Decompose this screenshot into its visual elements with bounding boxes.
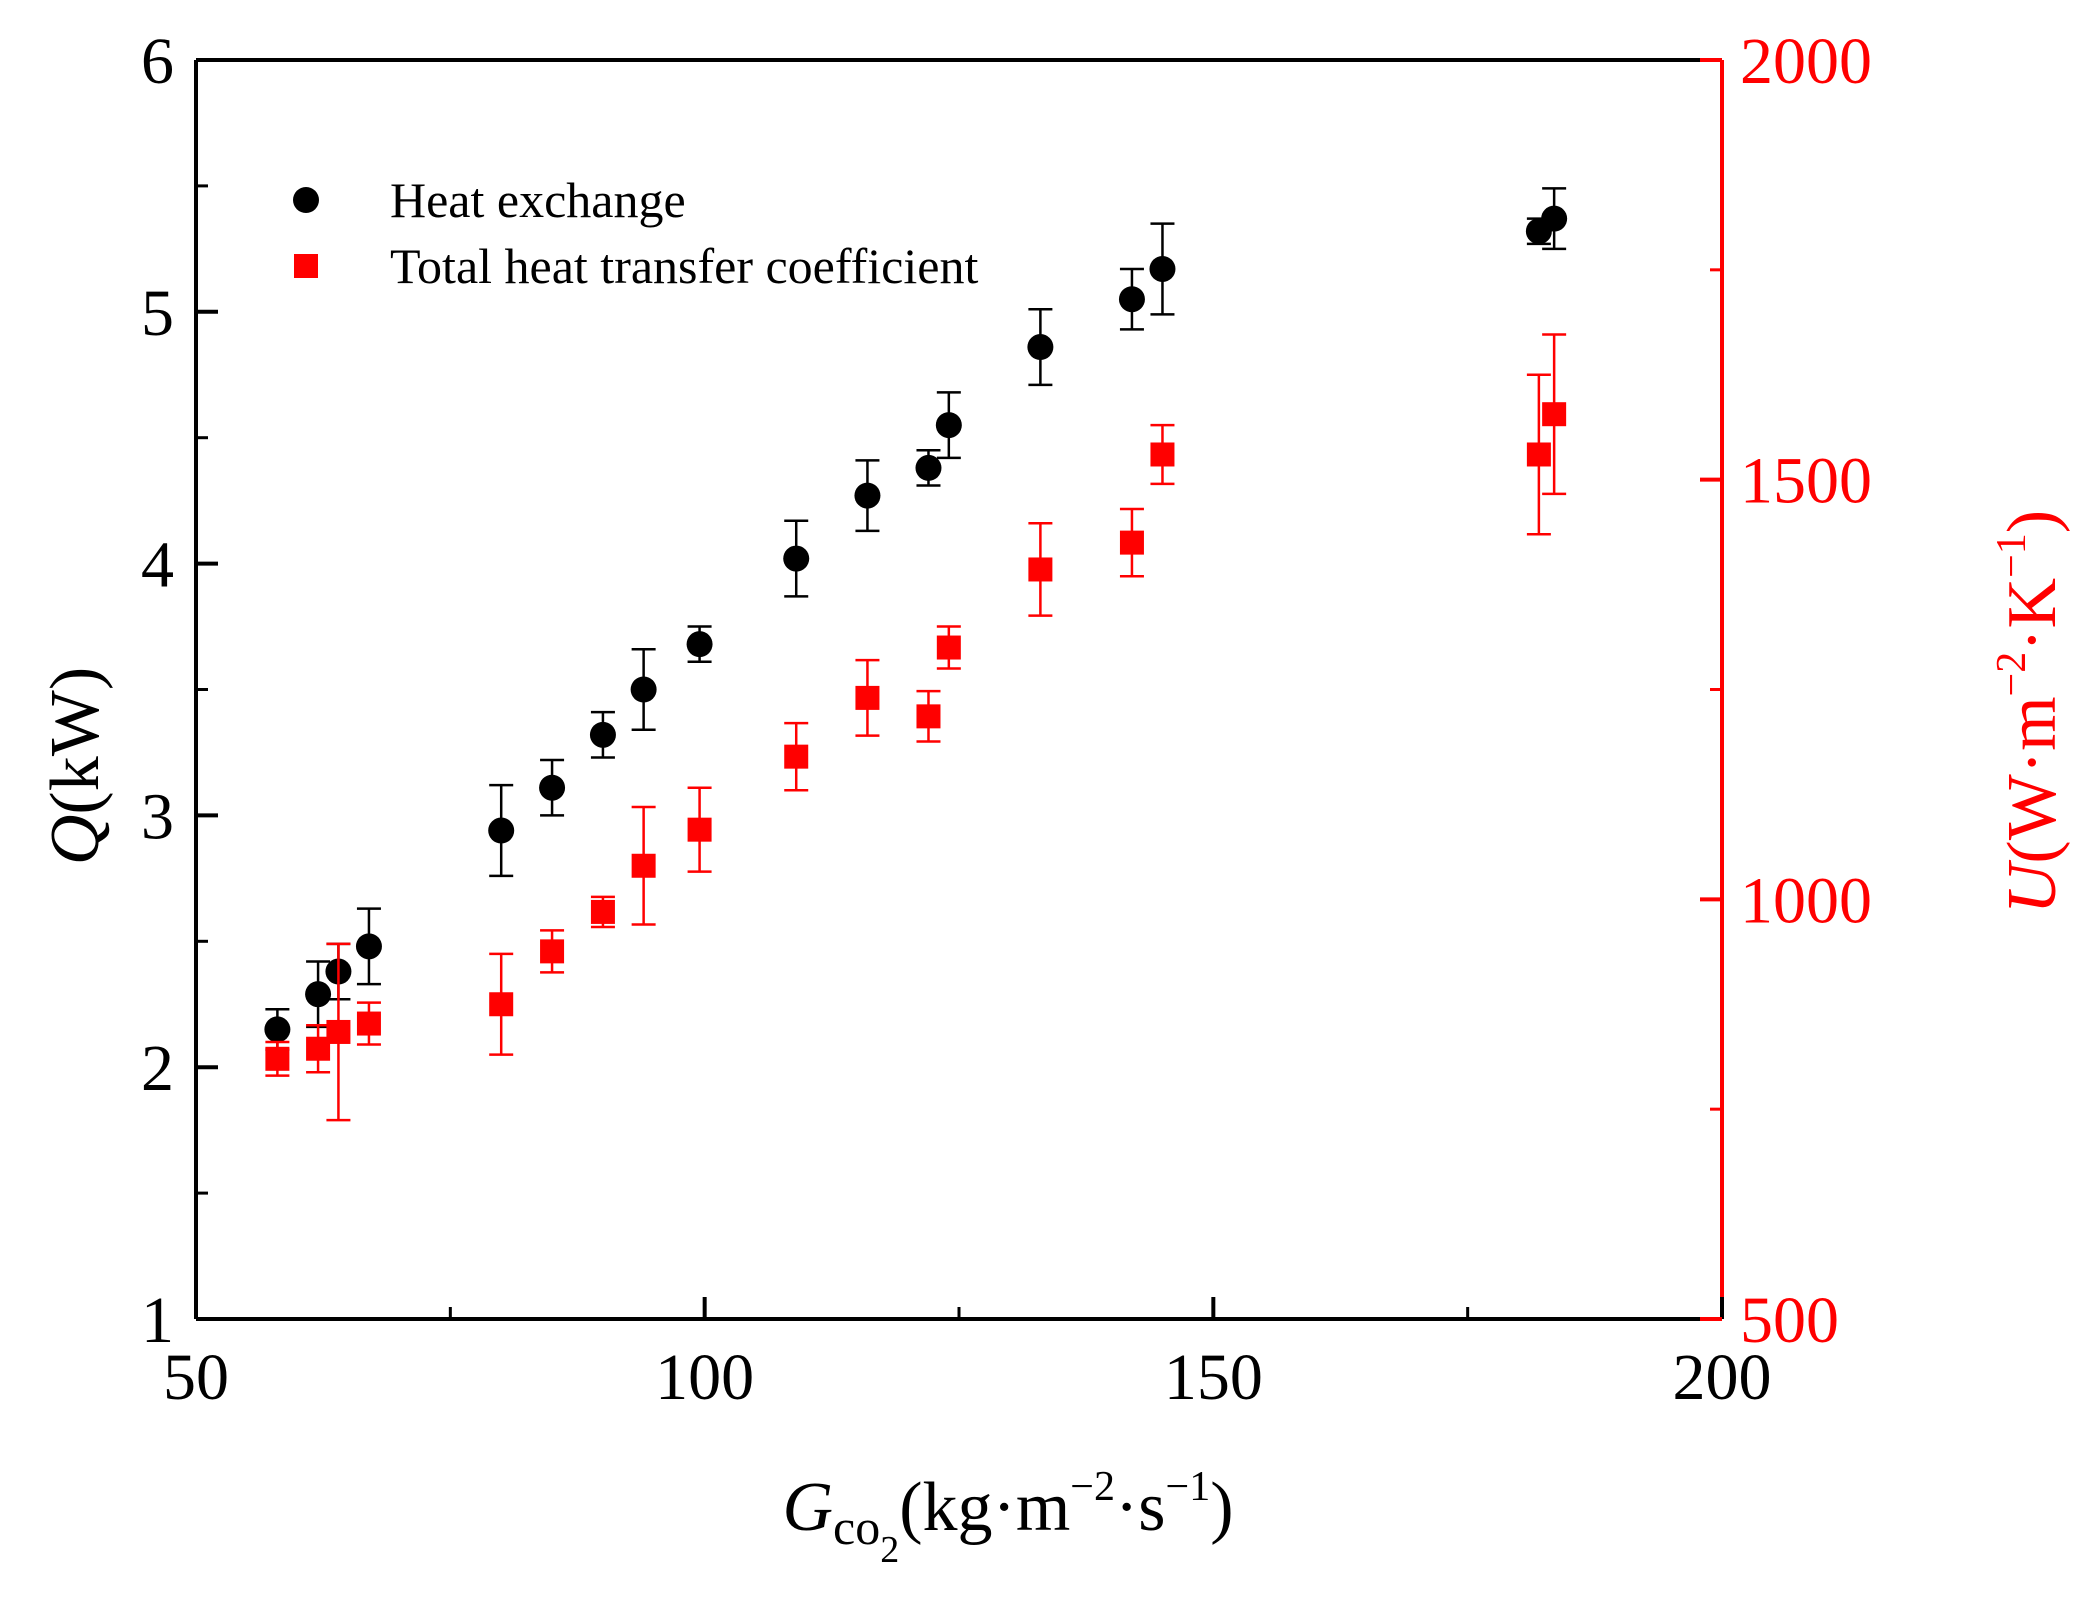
x-axis-sub: co — [833, 1499, 880, 1555]
y-left-tick-label: 5 — [141, 277, 174, 350]
x-tick-label: 100 — [655, 1341, 754, 1414]
legend-label: Heat exchange — [390, 172, 686, 228]
data-point-square — [631, 853, 656, 878]
data-point-square — [489, 992, 514, 1017]
y-right-axis-unit-close: ) — [1994, 510, 2071, 533]
y-left-tick-label: 3 — [141, 780, 174, 853]
y-right-tick-label: 1500 — [1740, 445, 1872, 518]
data-point-circle — [1118, 286, 1145, 313]
data-point-square — [1150, 442, 1175, 467]
data-point-square — [540, 939, 565, 964]
x-axis-unit-mid: ·s — [1115, 1469, 1166, 1546]
y-right-axis-unit-open: (W·m — [1994, 696, 2071, 863]
legend: Heat exchange Total heat transfer coeffic… — [293, 172, 978, 294]
y-left-axis-unit: (kW) — [37, 667, 114, 815]
data-point-circle — [264, 1016, 291, 1043]
x-tick-label: 150 — [1164, 1341, 1263, 1414]
y-right-axis-unit-mid: ·K — [1994, 578, 2071, 652]
legend-marker-square — [294, 254, 318, 278]
legend-label: Total heat transfer coefficient — [390, 238, 978, 294]
data-point-circle — [488, 817, 515, 844]
y-left-axis-title: Q(kW) — [37, 667, 114, 865]
data-point-square — [356, 1011, 381, 1036]
y-right-tick-label: 2000 — [1740, 25, 1872, 98]
y-right-axis-var: U — [1994, 859, 2071, 914]
data-point-square — [936, 635, 961, 660]
y-left-tick-label: 1 — [141, 1284, 174, 1357]
y-left-tick-label: 4 — [141, 529, 174, 602]
y-left-tick-label: 6 — [141, 25, 174, 98]
data-point-circle — [783, 545, 810, 572]
data-point-circle — [1541, 205, 1568, 232]
data-point-square — [784, 744, 809, 769]
data-point-square — [306, 1036, 331, 1061]
y-right-tick-label: 500 — [1740, 1284, 1839, 1357]
data-point-circle — [1149, 255, 1176, 282]
data-point-circle — [686, 631, 713, 658]
series-total-heat-transfer-coefficient — [265, 333, 1567, 1122]
legend-marker-circle — [293, 187, 319, 213]
data-point-square — [1028, 557, 1053, 582]
x-axis-unit-sup1: −2 — [1070, 1464, 1115, 1510]
data-point-square — [590, 899, 615, 924]
data-point-square — [326, 1019, 351, 1044]
y-right-tick-label: 1000 — [1740, 864, 1872, 937]
data-point-square — [916, 704, 941, 729]
marks-layer — [264, 187, 1568, 1122]
x-tick-label: 200 — [1673, 1341, 1772, 1414]
y-left-tick-label: 2 — [141, 1032, 174, 1105]
y-right-axis-title: U(W·m−2·K−1) — [1989, 510, 2071, 914]
y-right-axis-unit-sup1: −2 — [1989, 652, 2035, 697]
data-point-circle — [935, 412, 962, 439]
data-point-circle — [1027, 334, 1054, 361]
x-axis-subsub: 2 — [880, 1529, 899, 1571]
x-axis-title: Gco2(kg·m−2·s−1) — [782, 1464, 1233, 1571]
axes-layer: 50 100 150 200 1 2 3 4 5 6 500 1000 1500 2000 — [141, 25, 1872, 1414]
x-axis-unit-close: ) — [1210, 1469, 1233, 1546]
x-axis-var: G — [782, 1469, 833, 1546]
series-heat-exchange — [264, 187, 1568, 1051]
data-point-circle — [915, 454, 942, 481]
x-axis-unit-sup2: −1 — [1166, 1464, 1211, 1510]
data-point-square — [1526, 442, 1551, 467]
y-right-axis-unit-sup2: −1 — [1989, 533, 2035, 578]
data-point-circle — [630, 676, 657, 703]
data-point-square — [855, 685, 880, 710]
data-point-square — [1542, 402, 1567, 427]
data-point-square — [265, 1046, 290, 1071]
data-point-circle — [539, 774, 566, 801]
y-left-axis-var: Q — [37, 815, 114, 866]
data-point-square — [687, 817, 712, 842]
x-tick-label: 50 — [163, 1341, 229, 1414]
data-point-circle — [305, 981, 332, 1008]
data-point-square — [1119, 530, 1144, 555]
data-point-circle — [854, 482, 881, 509]
data-point-circle — [589, 721, 616, 748]
data-point-circle — [355, 933, 382, 960]
x-axis-unit-open: (kg·m — [899, 1469, 1070, 1546]
